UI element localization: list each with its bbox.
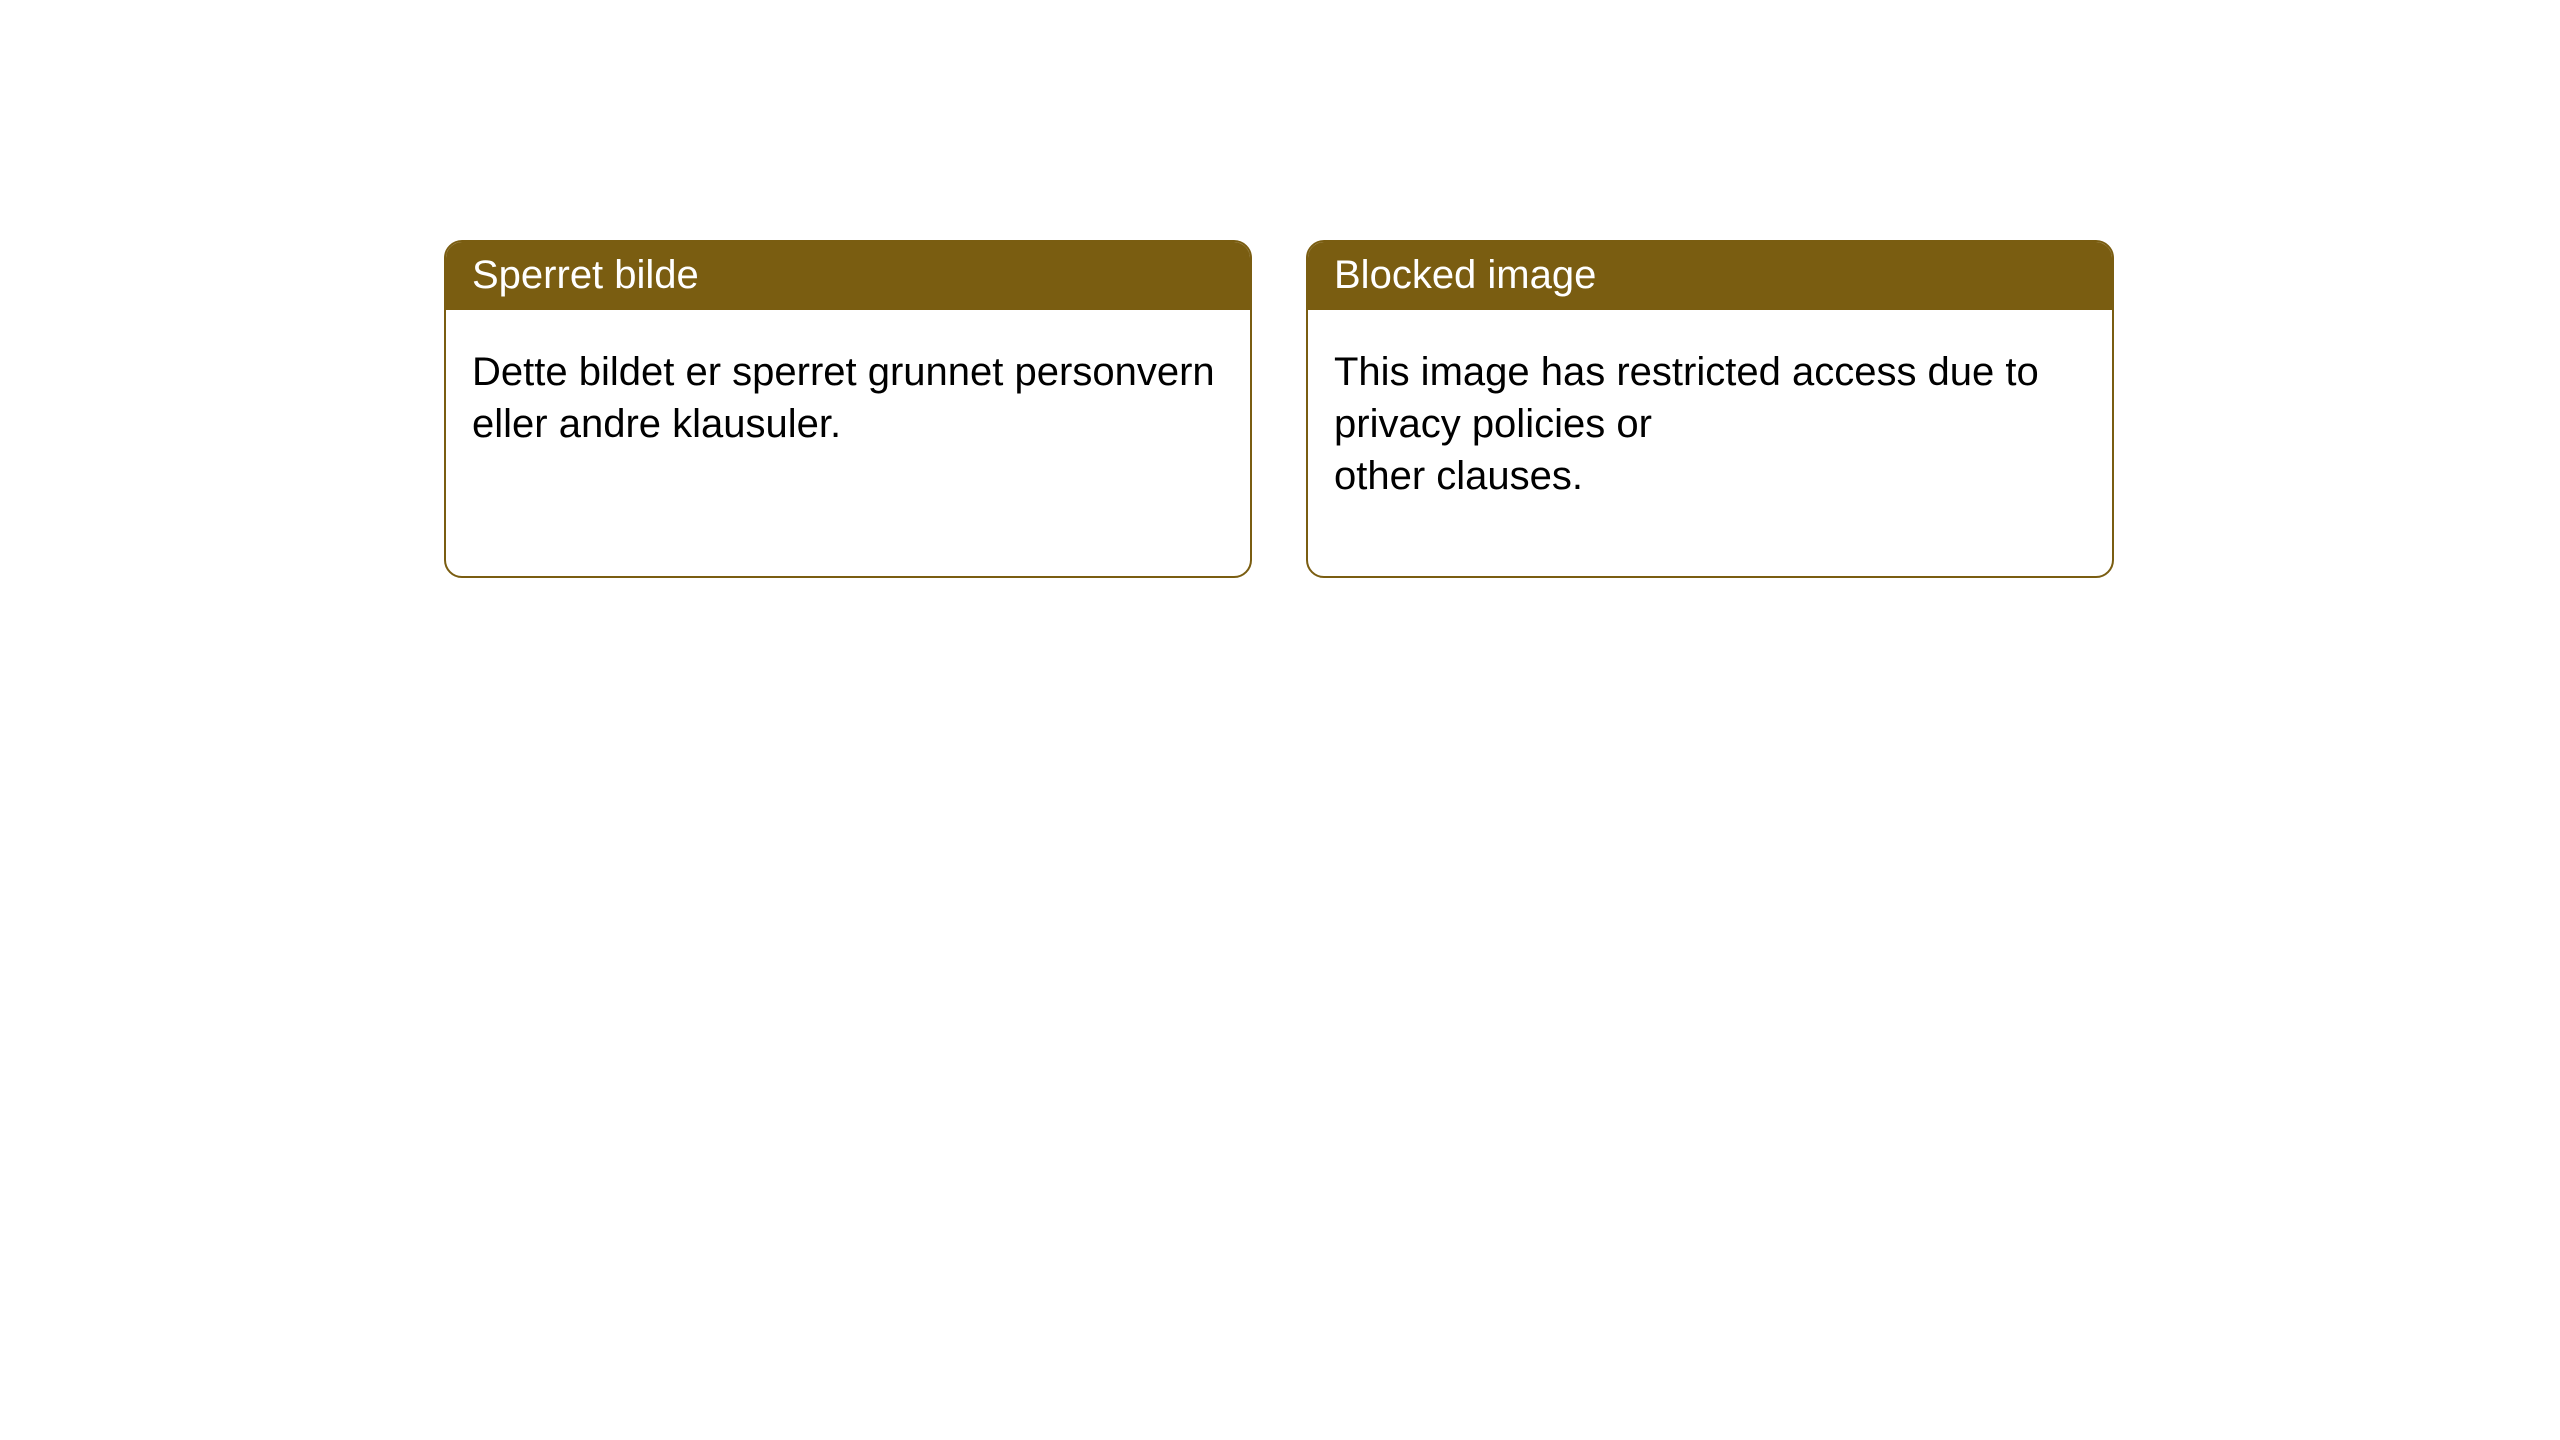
notice-card-norwegian: Sperret bilde Dette bildet er sperret gr…	[444, 240, 1252, 578]
notice-card-english: Blocked image This image has restricted …	[1306, 240, 2114, 578]
notice-card-title: Sperret bilde	[446, 242, 1250, 310]
notice-card-title: Blocked image	[1308, 242, 2112, 310]
notice-card-body: Dette bildet er sperret grunnet personve…	[446, 310, 1250, 486]
notice-card-body: This image has restricted access due to …	[1308, 310, 2112, 538]
notice-container: Sperret bilde Dette bildet er sperret gr…	[0, 0, 2560, 578]
